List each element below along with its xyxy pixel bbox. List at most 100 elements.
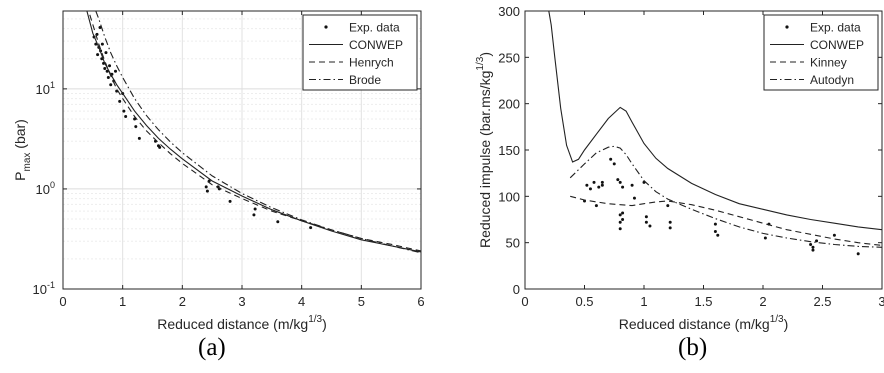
data-point-exp [592, 180, 596, 184]
y-tick-label: 101 [36, 80, 55, 97]
y-axis-label-sup: 1/3 [475, 56, 486, 70]
series-line-henrych [89, 14, 421, 252]
data-point-exp [104, 51, 108, 55]
data-point-exp [618, 227, 622, 231]
plot-series-group [86, 11, 421, 254]
x-tick-label: 2 [759, 294, 766, 309]
legend: Exp. data CONWEP Henrych Brode [302, 14, 418, 91]
series-line-conwep [548, 11, 882, 231]
data-point-exp [616, 178, 620, 182]
data-point-exp [666, 204, 670, 208]
x-axis-label: Reduced distance (m/kg1/3) [157, 314, 327, 332]
data-point-exp [137, 136, 141, 140]
data-point-exp [668, 220, 672, 224]
x-tick-label: 2.5 [813, 294, 831, 309]
data-point-exp [105, 69, 109, 73]
y-tick-label: 100 [498, 189, 520, 204]
data-point-exp [621, 211, 625, 215]
x-tick-label: 0 [59, 294, 66, 309]
legend-box [763, 14, 879, 91]
y-tick-exponent: -1 [47, 280, 55, 290]
y-axis-label-end: ) [477, 52, 493, 57]
legend-label: Exp. data [810, 21, 861, 35]
data-point-exp [309, 226, 313, 230]
legend-label: Kinney [810, 56, 847, 70]
y-axis-label: Reduced impulse (bar.ms/kg1/3) [475, 52, 493, 248]
caption-a: (a) [198, 334, 226, 361]
x-tick-label: 1.5 [694, 294, 712, 309]
x-axis-label-end: ) [784, 316, 789, 332]
legend-marker-dot [785, 25, 789, 29]
x-tick-label: 3 [878, 294, 884, 309]
y-axis-label-text: Reduced impulse (bar.ms/kg [477, 71, 493, 248]
y-tick-label: 200 [498, 97, 520, 112]
data-point-exp [618, 213, 622, 217]
data-point-exp [832, 233, 836, 237]
data-point-exp [609, 157, 613, 161]
data-point-exp [618, 220, 622, 224]
y-tick-label: 250 [498, 50, 520, 65]
data-point-exp [158, 145, 162, 149]
data-point-exp [809, 243, 813, 247]
data-point-exp [204, 185, 208, 189]
data-point-exp [763, 236, 767, 240]
legend-box [302, 14, 418, 91]
data-point-exp [585, 183, 589, 187]
data-point-exp [713, 222, 717, 226]
x-tick-label: 6 [417, 294, 424, 309]
series-line-kinney [570, 195, 882, 246]
data-point-exp [109, 83, 113, 87]
data-point-exp [618, 180, 622, 184]
legend-label: Brode [349, 73, 381, 87]
data-point-exp [644, 215, 648, 219]
y-tick-label: 150 [498, 143, 520, 158]
legend-label: Exp. data [349, 21, 400, 35]
data-point-exp [122, 109, 126, 113]
series-line-conwep [86, 11, 421, 253]
y-axis-label-end: (bar) [12, 119, 28, 152]
y-tick-label: 0 [513, 282, 520, 297]
data-point-exp [856, 252, 860, 256]
chart-panel-b: 0 0.5 1 1.5 2 2.5 3 0 50 100 150 200 250 300 Reduced d… [475, 4, 884, 332]
y-tick-label: 50 [506, 236, 520, 251]
data-point-exp [100, 42, 104, 46]
data-point-exp [594, 204, 598, 208]
y-tick-label: 10-1 [33, 280, 55, 297]
x-axis-label-sup: 1/3 [308, 314, 322, 325]
y-axis-label-text: P [12, 172, 28, 181]
x-tick-label: 2 [179, 294, 186, 309]
data-point-exp [597, 185, 601, 189]
data-point-exp [668, 226, 672, 230]
y-tick-base: 10 [36, 182, 50, 197]
data-point-exp [600, 180, 604, 184]
data-point-exp [588, 187, 592, 191]
legend-label: CONWEP [810, 38, 864, 52]
x-axis-label-text: Reduced distance (m/kg [619, 316, 770, 332]
y-tick-label: 100 [36, 180, 55, 197]
y-tick-label: 300 [498, 4, 520, 19]
x-tick-label: 4 [298, 294, 305, 309]
x-tick-label: 0.5 [575, 294, 593, 309]
data-point-exp [252, 213, 256, 217]
data-point-exp [253, 207, 257, 211]
plot-series-group [548, 11, 882, 256]
x-axis-label-text: Reduced distance (m/kg [157, 316, 308, 332]
data-point-exp [103, 66, 107, 70]
data-point-exp [632, 196, 636, 200]
data-point-exp [630, 183, 634, 187]
data-point-exp [98, 26, 102, 30]
data-point-exp [621, 185, 625, 189]
data-point-exp [811, 245, 815, 249]
data-point-exp [276, 220, 280, 224]
data-point-exp [228, 199, 232, 203]
data-point-exp [96, 53, 100, 57]
y-tick-base: 10 [36, 82, 50, 97]
data-point-exp [106, 75, 110, 79]
y-tick-exponent: 1 [50, 80, 55, 90]
x-tick-label: 0 [521, 294, 528, 309]
data-point-exp [811, 248, 815, 252]
data-point-exp [644, 220, 648, 224]
series-line-brode [95, 11, 421, 254]
